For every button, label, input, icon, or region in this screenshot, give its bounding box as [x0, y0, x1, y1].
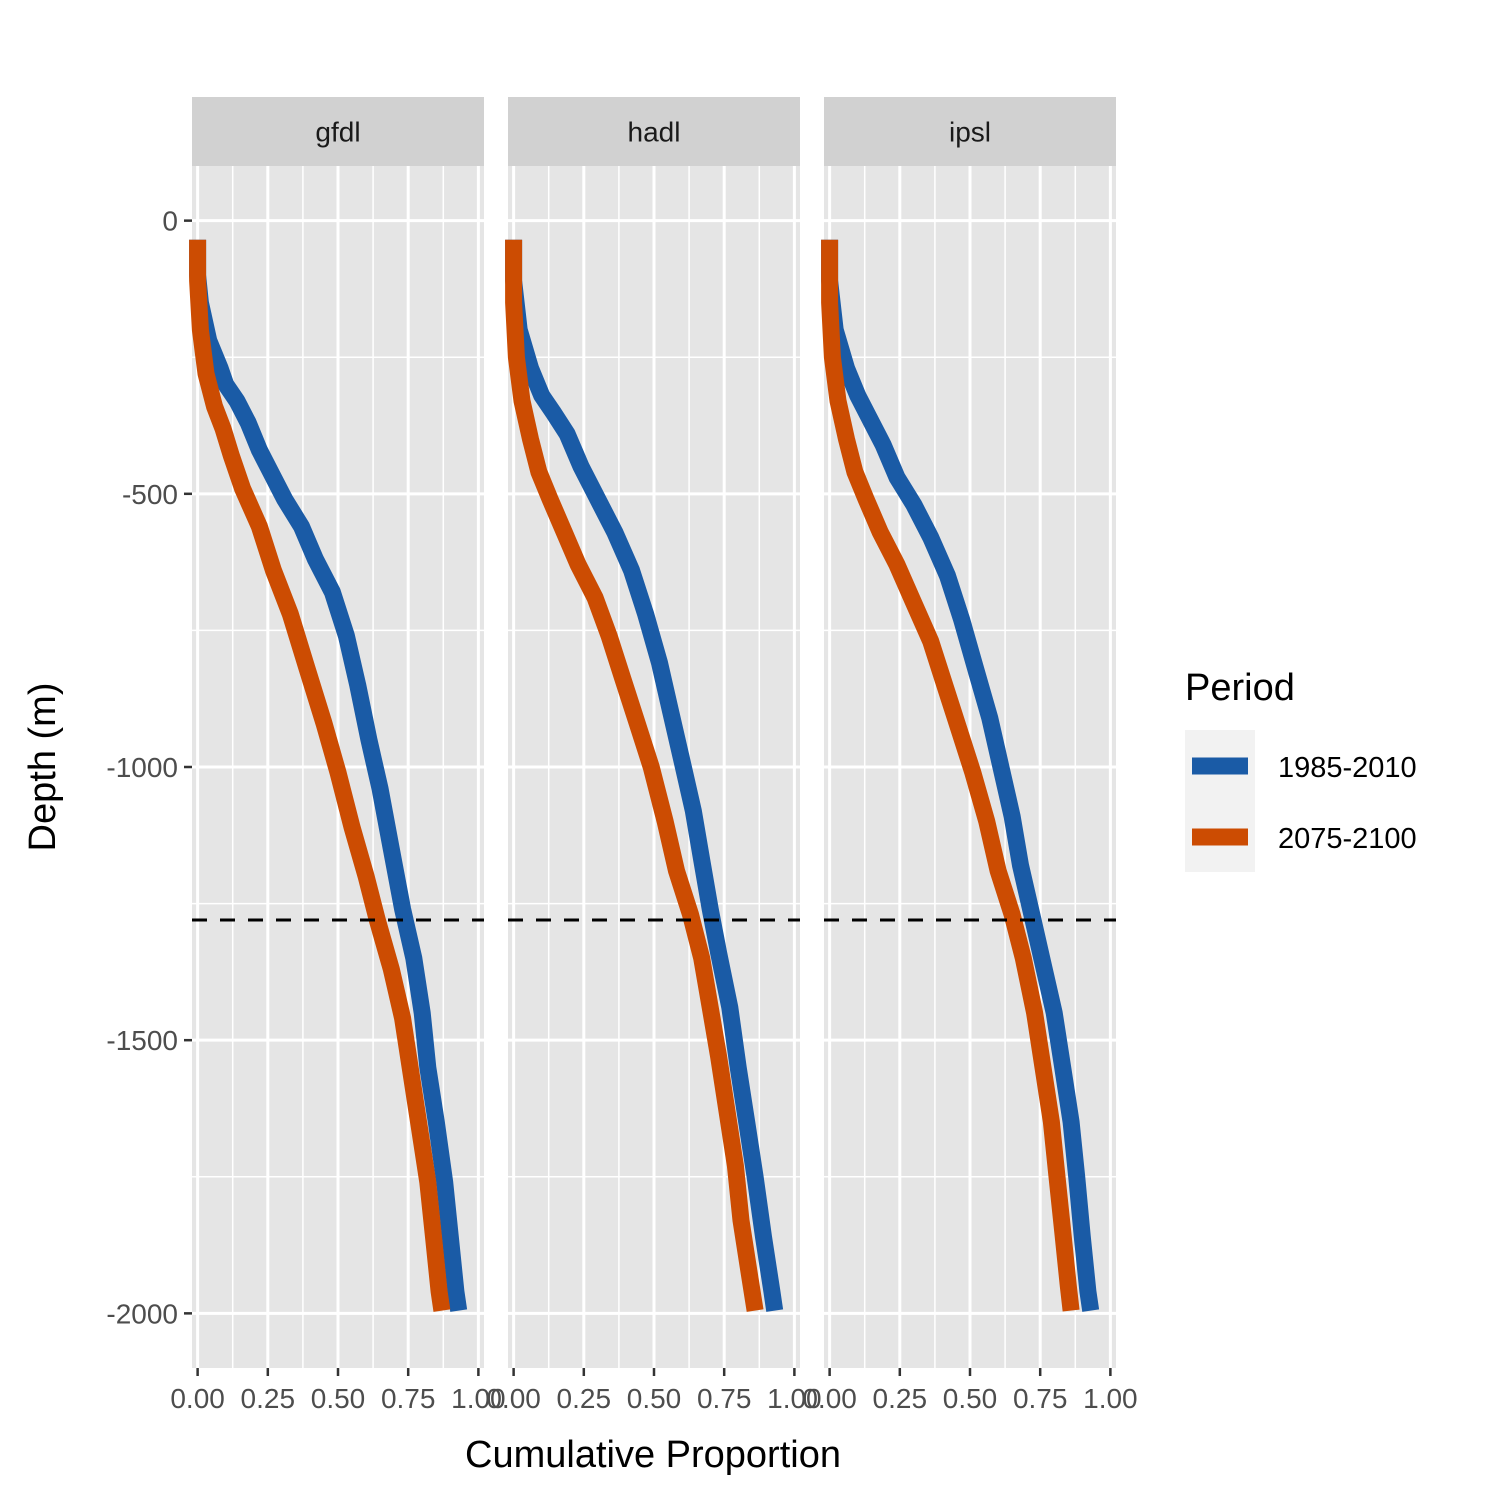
y-tick-label: -1000 [106, 752, 178, 783]
y-tick-label: -500 [122, 479, 178, 510]
facet-strip [192, 97, 484, 166]
y-tick-label: -2000 [106, 1298, 178, 1329]
y-tick-label: -1500 [106, 1025, 178, 1056]
y-axis: 0 -500 -1000 -1500 -2000 [106, 206, 192, 1329]
series-line-1985-2010 [189, 239, 468, 1312]
x-tick-label: 0.00 [802, 1383, 857, 1414]
x-tick-label: 0.50 [627, 1383, 682, 1414]
x-tick-label: 0.25 [241, 1383, 296, 1414]
series-line-2075-2100 [505, 239, 764, 1312]
x-tick-label: 0.25 [557, 1383, 612, 1414]
x-axis-title: Cumulative Proportion [465, 1434, 841, 1476]
x-tick-label: 1.00 [1083, 1383, 1138, 1414]
x-tick-label: 0.75 [1013, 1383, 1068, 1414]
facet-panel-ipsl: ipsl 0.00 0.25 0.50 0.75 1.00 [802, 97, 1138, 1414]
legend-entries: 1985-2010 2075-2100 [1192, 752, 1417, 855]
series-line-2075-2100 [821, 239, 1080, 1312]
legend: Period 1985-2010 2075-2100 [1185, 667, 1417, 872]
legend-title: Period [1185, 667, 1295, 709]
series-line-1985-2010 [821, 239, 1100, 1312]
legend-label: 1985-2010 [1278, 752, 1417, 784]
legend-key-background [1185, 730, 1255, 872]
x-tick-label: 0.00 [170, 1383, 225, 1414]
facet-strip-label: ipsl [949, 117, 991, 148]
y-axis-title: Depth (m) [22, 683, 64, 852]
series-line-2075-2100 [189, 239, 451, 1312]
facet-panel-gfdl: gfdl 0.00 0.25 0.50 0.75 1.00 [170, 97, 506, 1414]
x-tick-label: 0.25 [873, 1383, 928, 1414]
x-tick-label: 0.50 [311, 1383, 366, 1414]
facet-panel-hadl: hadl 0.00 0.25 0.50 0.75 1.00 [486, 97, 822, 1414]
x-tick-label: 0.50 [943, 1383, 998, 1414]
x-tick-label: 0.75 [381, 1383, 436, 1414]
x-tick-label: 0.75 [697, 1383, 752, 1414]
y-tick-label: 0 [162, 206, 178, 237]
legend-label: 2075-2100 [1278, 823, 1417, 855]
facet-strip [824, 97, 1116, 166]
facet-strip [508, 97, 800, 166]
x-tick-label: 1.00 [451, 1383, 506, 1414]
facet-panels: gfdl 0.00 0.25 0.50 0.75 1.00 hadl 0.00 0.25 0.50… [170, 97, 1138, 1414]
facet-strip-label: gfdl [315, 117, 360, 148]
facet-strip-label: hadl [628, 117, 681, 148]
x-tick-label: 0.00 [486, 1383, 541, 1414]
x-tick-label: 1.00 [767, 1383, 822, 1414]
series-line-1985-2010 [505, 239, 784, 1312]
